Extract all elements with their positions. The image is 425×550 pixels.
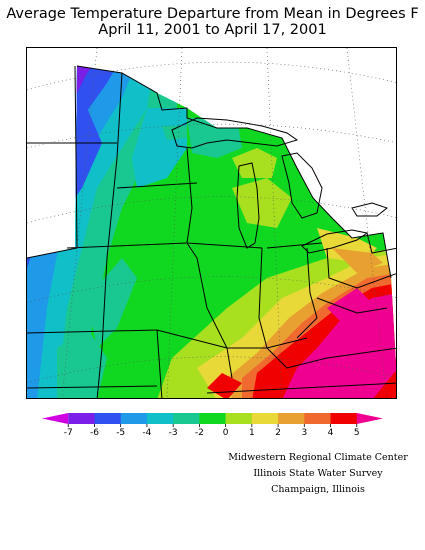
color-legend: -7 -6 -5 -4 -3 -2 0 1 2 3 4 5 (42, 413, 383, 438)
legend-swatch (278, 413, 305, 424)
legend-tick-label: -3 (169, 428, 178, 438)
legend-swatch (199, 413, 226, 424)
legend-tick-label: 4 (328, 428, 334, 438)
legend-tick-label: 0 (223, 428, 229, 438)
temperature-field (27, 66, 396, 398)
legend-swatch (225, 413, 253, 424)
legend-tick-label: -5 (116, 428, 125, 438)
legend-swatch (146, 413, 174, 424)
legend-swatch (356, 413, 383, 424)
legend-swatch (304, 413, 331, 424)
legend-swatch (120, 413, 148, 424)
legend-tick-label: 3 (301, 428, 307, 438)
credit-location: Champaign, Illinois (271, 484, 365, 495)
legend-swatch (251, 413, 279, 424)
legend-tick-label: 1 (249, 428, 255, 438)
legend-tick-label: -4 (142, 428, 151, 438)
legend-swatch (94, 413, 121, 424)
map-title: Average Temperature Departure from Mean … (6, 6, 419, 22)
legend-swatch (330, 413, 358, 424)
credit-survey: Illinois State Water Survey (253, 468, 383, 479)
legend-tick-label: -2 (195, 428, 204, 438)
credit-center: Midwestern Regional Climate Center (228, 452, 408, 463)
map-date-range: April 11, 2001 to April 17, 2001 (98, 22, 327, 38)
graticule (27, 48, 396, 398)
legend-tick-label: -7 (64, 428, 73, 438)
map-canvas (27, 48, 396, 398)
legend-swatch (173, 413, 200, 424)
legend-tick-label: 2 (275, 428, 281, 438)
temperature-departure-map (26, 47, 397, 399)
legend-tick-label: -6 (90, 428, 99, 438)
legend-swatch (68, 413, 95, 424)
legend-swatch (42, 413, 69, 424)
map-boundaries (27, 65, 396, 398)
legend-tick-label: 5 (354, 428, 360, 438)
